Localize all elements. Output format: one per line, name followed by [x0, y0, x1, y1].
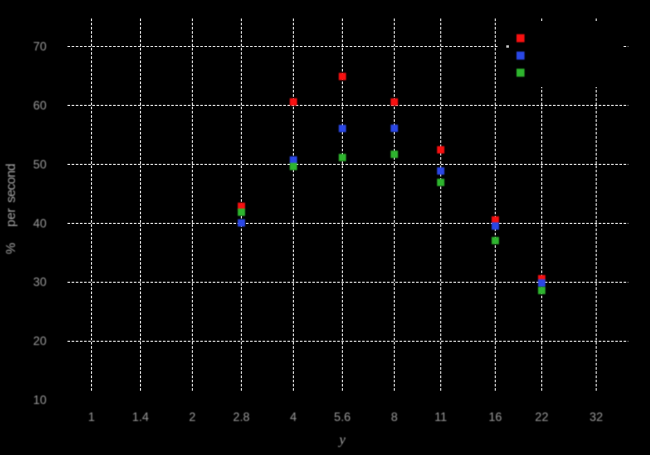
svg-text:1: 1	[88, 410, 95, 424]
svg-text:5.6: 5.6	[334, 410, 351, 424]
svg-text:50: 50	[33, 157, 47, 171]
svg-text:2.8: 2.8	[233, 410, 250, 424]
svg-text:1.4: 1.4	[132, 410, 149, 424]
svg-text:16: 16	[489, 410, 503, 424]
svg-text:20: 20	[33, 334, 47, 348]
svg-text:y: y	[337, 433, 346, 448]
svg-text:70: 70	[33, 39, 47, 53]
svg-text:60: 60	[33, 98, 47, 112]
svg-text:22: 22	[535, 410, 549, 424]
svg-text:2: 2	[189, 410, 196, 424]
svg-text:8: 8	[391, 410, 398, 424]
svg-text:11: 11	[434, 410, 447, 424]
svg-text:40: 40	[33, 216, 47, 230]
svg-text:%: %	[3, 242, 18, 254]
svg-text:32: 32	[590, 410, 604, 424]
svg-text:10: 10	[33, 393, 47, 407]
svg-text:30: 30	[33, 275, 47, 289]
svg-text:second: second	[3, 164, 18, 203]
svg-text:4: 4	[290, 410, 297, 424]
svg-text:per: per	[3, 207, 18, 226]
